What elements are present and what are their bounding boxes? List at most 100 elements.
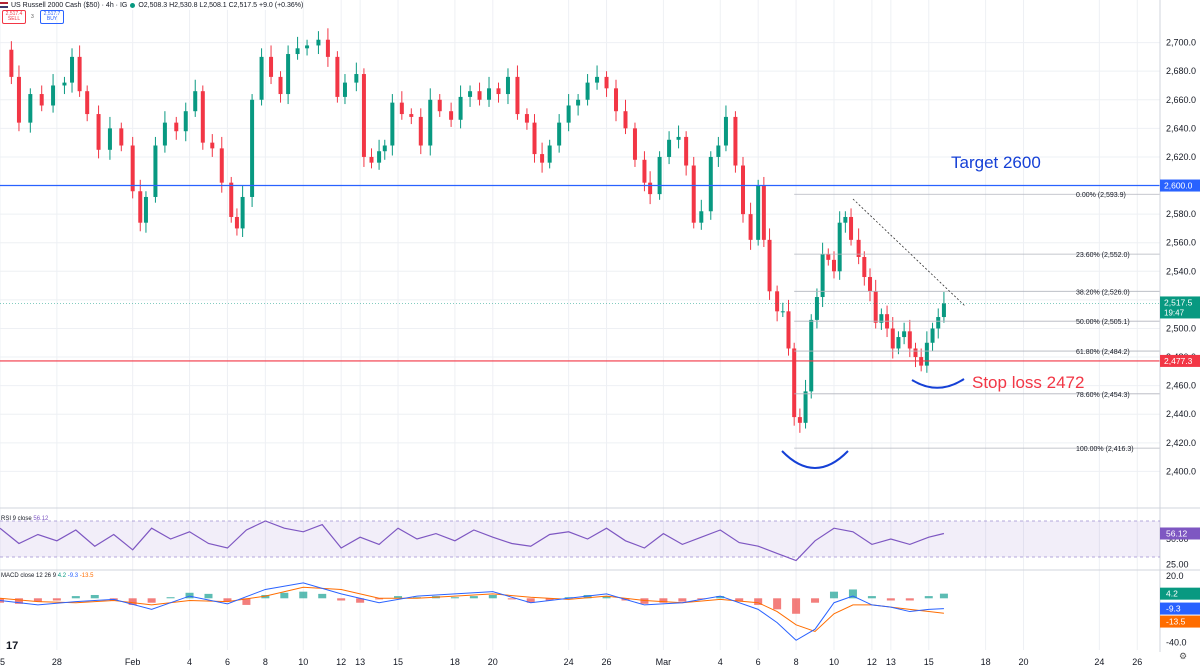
candle-body <box>382 145 387 152</box>
time-tick-label: 8 <box>263 657 268 666</box>
candle-body <box>890 328 895 349</box>
price-tick-label: 2,680.0 <box>1166 66 1196 76</box>
candle-body <box>843 216 848 223</box>
level-price-tag-text: 2,477.3 <box>1164 356 1193 366</box>
rsi-band <box>0 521 1160 557</box>
candle-body <box>183 111 188 132</box>
candle-body <box>210 142 215 149</box>
rsi-line <box>0 520 945 562</box>
candle-body <box>85 91 90 115</box>
time-tick-label: 20 <box>1019 657 1029 666</box>
candle-body <box>39 94 44 106</box>
candle-body <box>524 114 529 123</box>
rsi-legend: RSI 9 close 56.12 <box>1 516 49 522</box>
candle-body <box>733 116 738 166</box>
time-tick-label: 6 <box>756 657 761 666</box>
candle-body <box>557 122 562 146</box>
macd-value-text: -13.5 <box>1166 617 1186 627</box>
tradingview-logo-icon[interactable]: 17 <box>6 640 19 652</box>
macd-value-tag <box>1160 587 1200 600</box>
candle-body <box>708 156 713 212</box>
candle-body <box>269 56 274 77</box>
sell-button[interactable]: 2,517.4 SELL <box>2 10 26 24</box>
candle-body <box>879 314 884 323</box>
macd-value-text: -9.3 <box>1166 604 1181 614</box>
market-open-icon <box>130 2 136 8</box>
rsi-value-text: 56.12 <box>1166 528 1188 538</box>
candle-body <box>219 148 224 183</box>
time-tick-label: 12 <box>867 657 877 666</box>
time-tick-label: 15 <box>924 657 934 666</box>
time-tick-label: 13 <box>355 657 365 666</box>
settings-icon[interactable]: ⚙ <box>1179 651 1188 661</box>
candle-body <box>354 74 359 83</box>
time-tick-label: 26 <box>602 657 612 666</box>
candle-body <box>532 122 537 155</box>
macd-histogram-bar <box>128 598 137 605</box>
time-tick-label: 12 <box>336 657 346 666</box>
candle-body <box>335 56 340 97</box>
candle-body <box>941 303 946 318</box>
macd-histogram-bar <box>773 598 782 610</box>
chart-header: US Russell 2000 Cash ($50) · 4h · IG O2,… <box>0 0 304 10</box>
stop-loss-label: Stop loss 2472 <box>972 373 1084 392</box>
level-price-tag <box>1160 179 1200 192</box>
candle-body <box>409 114 414 117</box>
candle-body <box>96 114 101 150</box>
fibonacci-levels: 0.00% (2,593.9) 23.60% (2,552.0) 38.20% (2… <box>794 192 1160 453</box>
candle-body <box>849 216 854 240</box>
time-axis: 25 28 Feb 4 6 8 10 12 13 15 18 20 24 26 Mar 4 6 8 10 12 13 15… <box>0 657 1142 666</box>
candle-body <box>748 214 753 240</box>
price-tick-label: 2,660.0 <box>1166 95 1196 105</box>
fib-label: 23.60% (2,552.0) <box>1076 252 1130 259</box>
macd-histogram-bar <box>602 596 611 599</box>
candle-body <box>174 122 179 132</box>
macd-histogram-bar <box>924 596 933 599</box>
candle-body <box>913 348 918 358</box>
countdown-text: 19:47 <box>1164 308 1185 317</box>
last-price-tag <box>1160 296 1200 319</box>
price-tick-label: 2,500.0 <box>1166 323 1196 333</box>
macd-histogram-bar <box>640 598 649 604</box>
macd-histogram-bar <box>299 591 308 599</box>
macd-histogram-bar <box>280 592 289 599</box>
time-tick-label: 10 <box>298 657 308 666</box>
price-tags: 2,600.0 2,477.3 2,517.519:47 56.12 4.2 -9.3 -1… <box>1160 179 1200 628</box>
time-tick-label: 18 <box>450 657 460 666</box>
macd-histogram-bar <box>716 596 725 599</box>
candle-body <box>240 196 245 229</box>
price-tick-label: 2,560.0 <box>1166 238 1196 248</box>
candle-body <box>566 105 571 123</box>
price-axis: 2,400.02,420.02,440.02,460.02,480.02,500… <box>1159 0 1196 652</box>
fib-label: 50.00% (2,505.1) <box>1076 319 1130 326</box>
rsi-value-tag <box>1160 527 1200 540</box>
macd-histogram-bar <box>412 597 421 599</box>
candle-body <box>930 328 935 343</box>
candle-body <box>259 56 264 100</box>
macd-histogram-bar <box>52 598 61 601</box>
time-tick-label: 28 <box>52 657 62 666</box>
candle-body <box>614 88 619 112</box>
candle-body <box>936 317 941 329</box>
macd-histogram-bar <box>71 596 80 599</box>
price-tick-label: 2,540.0 <box>1166 266 1196 276</box>
candle-body <box>316 39 321 46</box>
buy-button[interactable]: 2,517.7 BUY <box>40 10 64 24</box>
time-tick-label: 25 <box>0 657 5 666</box>
candle-body <box>797 417 802 423</box>
candles <box>9 28 946 433</box>
level-price-tag-text: 2,600.0 <box>1164 181 1193 191</box>
candle-body <box>278 76 283 95</box>
candle-body <box>648 182 653 195</box>
candle-body <box>775 291 780 312</box>
macd-histogram-bar <box>488 594 497 599</box>
price-tick-label: 2,700.0 <box>1166 38 1196 48</box>
candle-body <box>377 151 382 163</box>
candle-body <box>138 191 143 223</box>
macd-value-tag <box>1160 602 1200 615</box>
candle-body <box>153 145 158 197</box>
candle-body <box>723 116 728 146</box>
macd-histogram-bar <box>356 598 365 603</box>
time-tick-label: 24 <box>564 657 574 666</box>
